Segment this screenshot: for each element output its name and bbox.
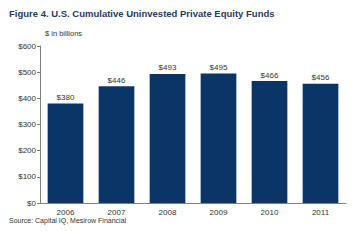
svg-text:$500: $500 [18, 68, 36, 77]
svg-text:$200: $200 [18, 146, 36, 155]
svg-text:2006: 2006 [57, 208, 75, 217]
svg-text:2009: 2009 [210, 208, 228, 217]
svg-text:$400: $400 [18, 94, 36, 103]
svg-text:$600: $600 [18, 42, 36, 51]
svg-text:2011: 2011 [312, 208, 330, 217]
svg-text:$446: $446 [108, 76, 126, 85]
svg-text:Figure 4. U.S. Cumulative Unin: Figure 4. U.S. Cumulative Uninvested Pri… [9, 8, 275, 19]
svg-text:$300: $300 [18, 120, 36, 129]
svg-text:$493: $493 [159, 63, 177, 72]
svg-text:2007: 2007 [108, 208, 126, 217]
svg-text:$380: $380 [57, 93, 75, 102]
svg-text:2010: 2010 [261, 208, 279, 217]
svg-text:$100: $100 [18, 172, 36, 181]
svg-text:2008: 2008 [159, 208, 177, 217]
svg-text:$0: $0 [27, 199, 36, 208]
svg-text:$ in billions: $ in billions [45, 29, 82, 38]
svg-text:$456: $456 [312, 73, 330, 82]
svg-text:$466: $466 [261, 71, 279, 80]
svg-text:Source: Capital IQ, Mesirow Fi: Source: Capital IQ, Mesirow Financial [9, 217, 127, 225]
svg-text:$495: $495 [210, 63, 228, 72]
